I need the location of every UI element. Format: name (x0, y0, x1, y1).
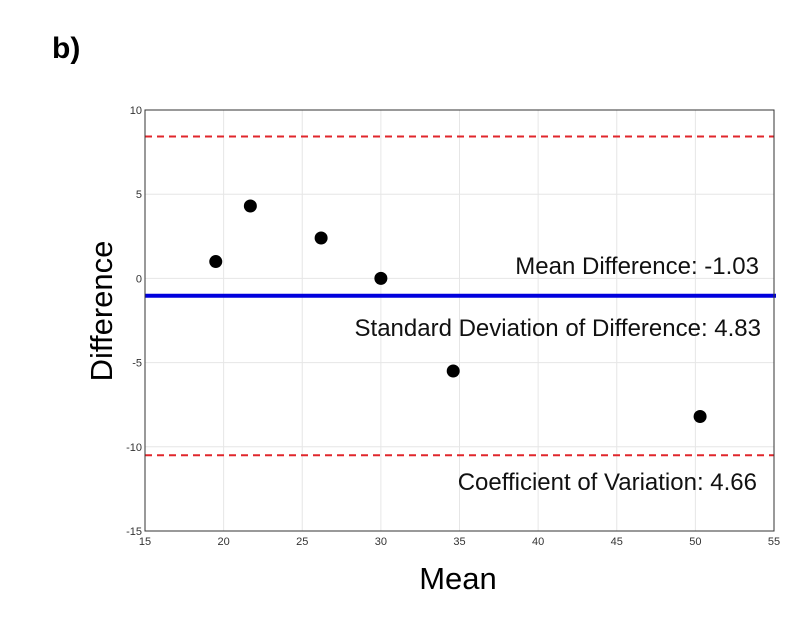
x-tick-label-8: 55 (768, 536, 780, 548)
y-tick-label-1: 5 (136, 189, 142, 201)
data-point-0 (209, 255, 223, 269)
x-tick-label-4: 35 (453, 536, 465, 548)
y-tick-label-4: -10 (126, 442, 142, 454)
data-point-2 (314, 231, 328, 245)
y-tick-label-2: 0 (136, 273, 142, 285)
y-tick-label-0: 10 (130, 105, 142, 117)
data-points (209, 199, 707, 423)
x-tick-label-0: 15 (139, 536, 151, 548)
mean-difference-annotation: Mean Difference: -1.03 (515, 253, 759, 280)
x-tick-label-2: 25 (296, 536, 308, 548)
x-tick-label-7: 50 (689, 536, 701, 548)
plot-frame (144, 109, 775, 532)
x-axis-title: Mean (419, 561, 497, 596)
data-point-3 (374, 271, 388, 285)
y-tick-label-3: -5 (132, 358, 142, 370)
data-point-5 (693, 409, 707, 423)
limit-lines (145, 135, 774, 457)
x-tick-label-6: 45 (611, 536, 623, 548)
panel-label: b) (52, 32, 80, 65)
x-tick-labels: 15 20 25 30 35 40 45 50 55 (139, 536, 780, 548)
coefficient-variation-annotation: Coefficient of Variation: 4.66 (458, 469, 757, 496)
x-tick-label-3: 30 (375, 536, 387, 548)
data-point-1 (243, 199, 257, 213)
x-tick-label-5: 40 (532, 536, 544, 548)
data-point-4 (446, 364, 460, 378)
y-axis-title: Difference (84, 241, 119, 382)
grid-lines (145, 110, 774, 531)
x-tick-label-1: 20 (218, 536, 230, 548)
std-difference-annotation: Standard Deviation of Difference: 4.83 (355, 315, 761, 342)
y-tick-labels: 10 5 0 -5 -10 -15 (126, 105, 142, 538)
y-tick-label-5: -15 (126, 526, 142, 538)
